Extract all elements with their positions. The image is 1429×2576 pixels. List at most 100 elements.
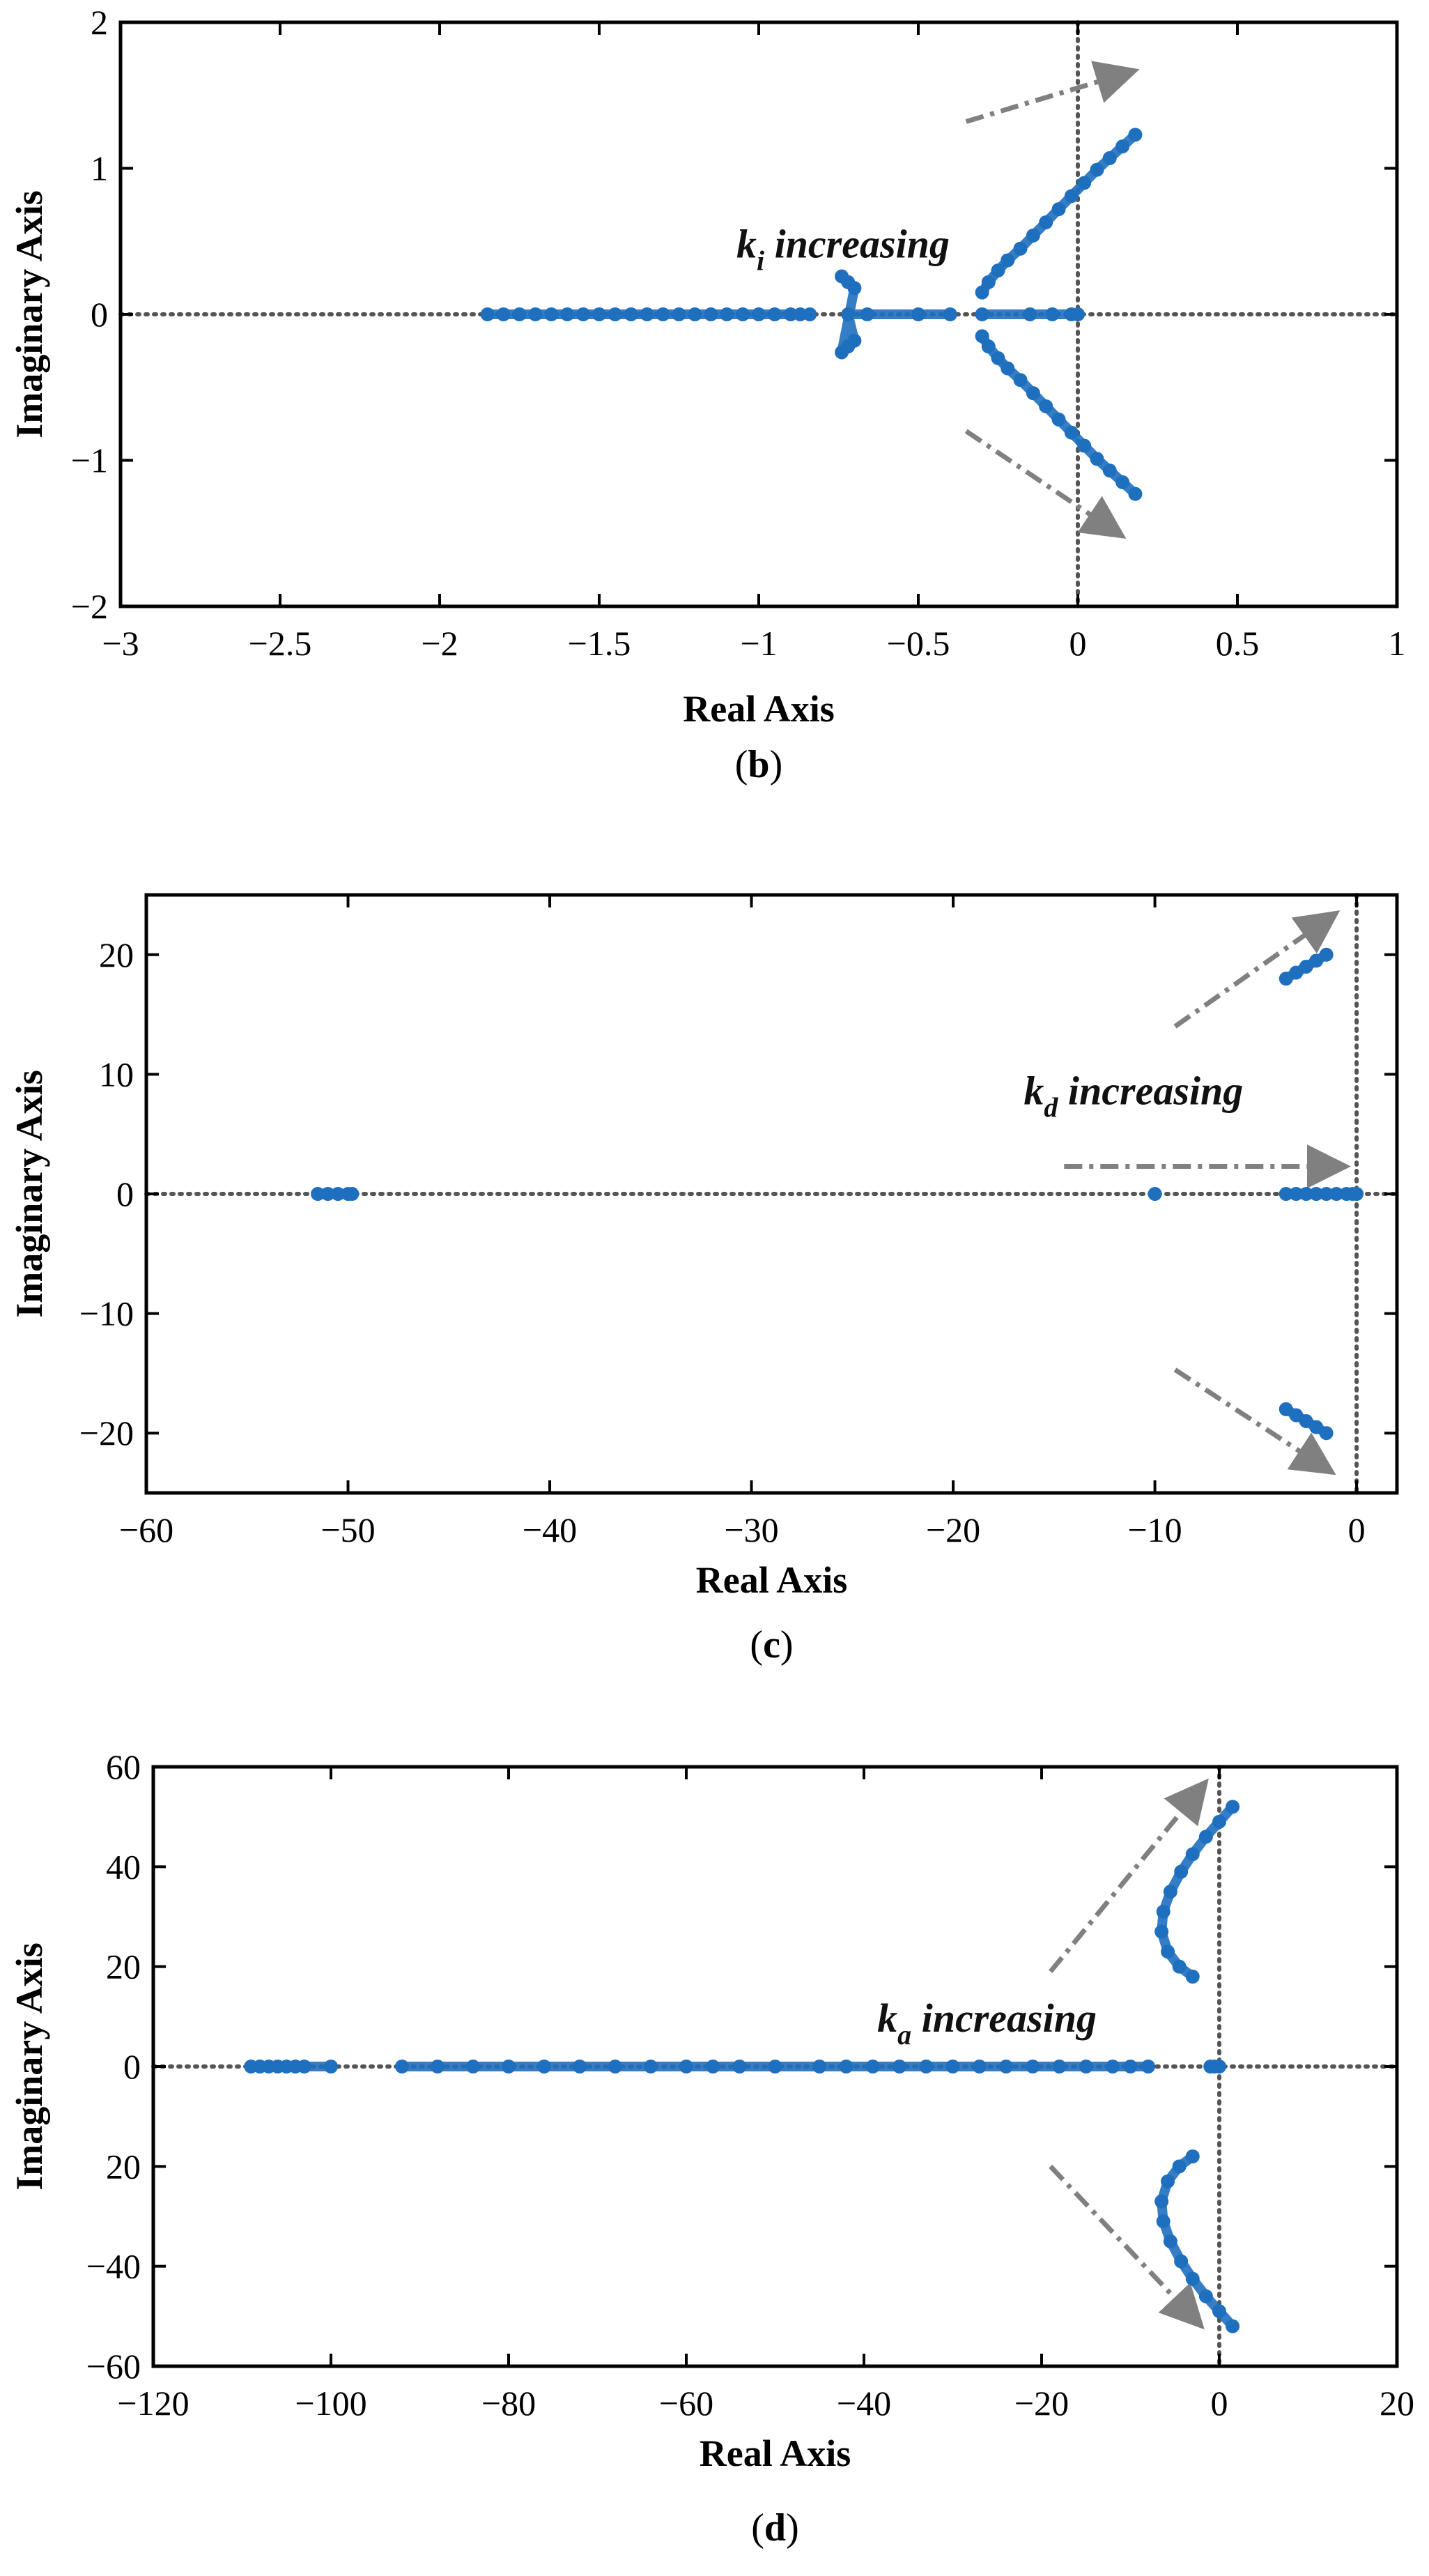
y-tick-label: 40 — [106, 1847, 141, 1886]
data-point — [345, 1187, 360, 1201]
annotation-subscript: i — [757, 245, 764, 276]
data-point — [1115, 139, 1130, 154]
data-point — [1172, 1959, 1187, 1974]
data-point — [528, 307, 543, 321]
x-tick-label: 0 — [1211, 2384, 1228, 2423]
data-point — [1051, 412, 1066, 427]
data-point — [793, 307, 808, 321]
data-point — [1185, 1847, 1200, 1862]
data-point — [1090, 162, 1104, 177]
data-point — [999, 2060, 1013, 2073]
data-point — [1161, 2174, 1175, 2188]
data-point — [640, 307, 654, 321]
data-point — [860, 307, 874, 321]
data-point — [1141, 2060, 1155, 2073]
x-tick-label: −3 — [102, 624, 139, 663]
y-axis-label: Imaginary Axis — [8, 1942, 50, 2191]
data-point — [768, 2060, 782, 2073]
data-point — [1071, 307, 1085, 321]
data-point — [1154, 1924, 1169, 1939]
x-tick-label: −40 — [837, 2384, 891, 2423]
data-point — [1185, 1970, 1200, 1984]
data-point — [1128, 128, 1143, 142]
data-point — [1115, 475, 1130, 489]
x-tick-label: −120 — [117, 2384, 189, 2423]
y-tick-label: −10 — [79, 1294, 134, 1333]
series-lower-curve — [1154, 2149, 1240, 2333]
data-point — [1163, 2234, 1177, 2248]
series-origin-cluster — [1203, 2060, 1226, 2073]
direction-arrow-2 — [964, 429, 1127, 539]
data-point — [1128, 486, 1143, 501]
x-tick-label: −50 — [320, 1510, 375, 1549]
data-point — [496, 307, 511, 321]
y-tick-label: 0 — [91, 295, 108, 334]
annotation-symbol: k — [877, 1995, 897, 2041]
data-point — [1174, 1864, 1189, 1879]
data-point — [1212, 2060, 1226, 2073]
data-point — [1198, 2289, 1213, 2303]
annotation-text: increasing — [1058, 1068, 1243, 1113]
data-point — [919, 2060, 934, 2073]
data-point — [644, 2060, 658, 2073]
data-point — [847, 281, 862, 296]
y-axis-label: Imaginary Axis — [8, 1070, 50, 1318]
direction-arrow-1 — [965, 61, 1140, 124]
x-tick-label: −1 — [740, 624, 777, 663]
data-point — [1163, 1885, 1177, 1899]
data-point — [431, 2060, 445, 2073]
data-point — [1319, 1187, 1334, 1201]
chart-panel-c: −60 −50 −40 −30 −20 −10 0 −20 −10 0 10 20 Real Axis I… — [8, 893, 1399, 1666]
data-point — [720, 307, 734, 321]
x-tick-label: −20 — [1014, 2384, 1069, 2423]
series-near-origin-real — [1279, 1187, 1364, 1201]
data-point — [1319, 947, 1334, 962]
y-tick-label: 10 — [99, 1055, 134, 1094]
data-point — [1026, 386, 1040, 401]
y-tick-label: −20 — [79, 1413, 134, 1452]
data-point — [732, 2060, 747, 2073]
data-point — [1064, 425, 1079, 440]
data-point — [1161, 1945, 1175, 1959]
data-point — [706, 2060, 720, 2073]
data-point — [943, 307, 957, 321]
data-point — [679, 2060, 693, 2073]
y-tick-label: −60 — [86, 2347, 141, 2386]
data-point — [1185, 2271, 1200, 2286]
data-point — [1289, 1408, 1304, 1423]
data-point — [480, 307, 495, 321]
annotation-label: kd increasing — [1024, 1068, 1243, 1123]
x-tick-label: −10 — [1127, 1510, 1182, 1549]
data-point — [466, 2060, 480, 2073]
direction-arrow-3 — [1173, 1367, 1336, 1475]
x-tick-label: −30 — [724, 1510, 778, 1549]
data-point — [911, 307, 925, 321]
data-point — [991, 351, 1005, 365]
data-point — [1156, 2214, 1171, 2229]
x-tick-label: −2.5 — [249, 624, 312, 663]
data-point — [608, 2060, 622, 2073]
x-tick-label: −60 — [119, 1510, 173, 1549]
x-tick-label: −2 — [421, 624, 458, 663]
data-point — [991, 263, 1005, 278]
annotation-symbol: k — [736, 221, 757, 266]
data-point — [1090, 452, 1104, 466]
direction-arrow-2 — [1049, 2164, 1205, 2330]
data-point — [1279, 1187, 1293, 1201]
data-point — [1123, 2060, 1138, 2073]
data-point — [688, 307, 702, 321]
data-point — [1039, 399, 1053, 413]
data-point — [1289, 965, 1304, 980]
data-point — [502, 2060, 516, 2073]
data-point — [1185, 2149, 1200, 2163]
y-tick-label: 2 — [91, 3, 108, 42]
x-tick-label: −40 — [523, 1510, 577, 1549]
series-real-branch-long — [395, 2060, 1155, 2073]
x-tick-label: −80 — [481, 2384, 536, 2423]
data-point — [783, 307, 798, 321]
x-tick-label: 0 — [1348, 1510, 1366, 1549]
series-real-branch-left — [480, 307, 817, 321]
annotation-label: ki increasing — [736, 221, 950, 276]
data-point — [576, 307, 591, 321]
